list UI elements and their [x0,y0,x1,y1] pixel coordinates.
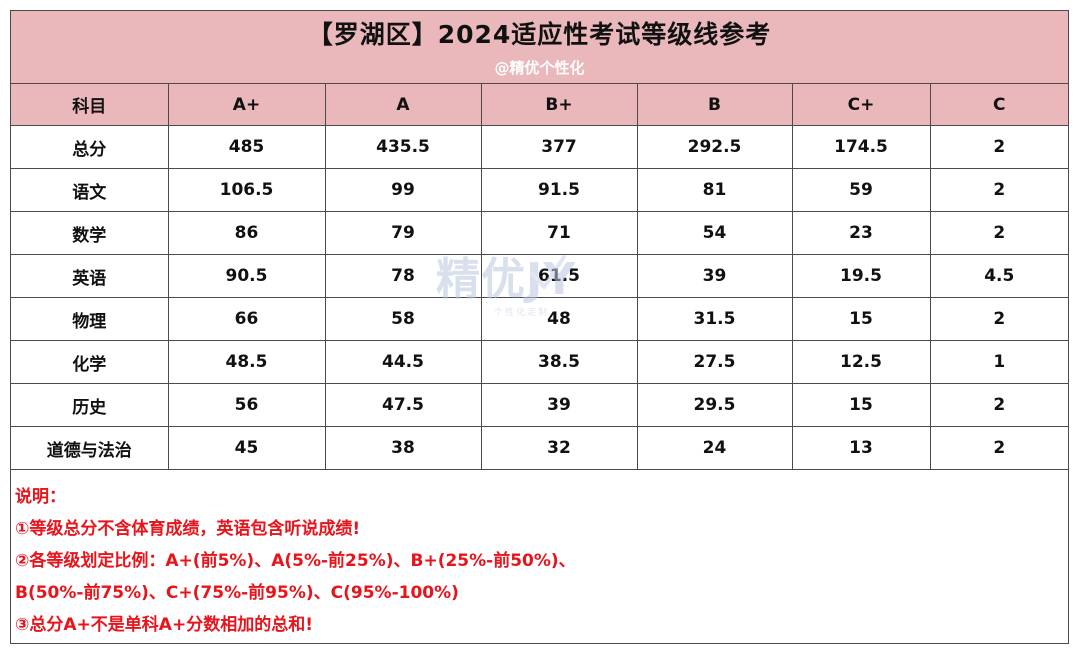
cell-c-plus: 13 [791,426,931,470]
column-header-b-plus: B+ [480,84,638,126]
cell-c: 2 [929,125,1068,169]
cell-b-plus: 71 [480,211,638,255]
row-subject: 数学 [11,211,169,255]
cell-c: 4.5 [929,254,1068,298]
row-subject: 总分 [11,125,169,169]
cell-c-plus: 174.5 [791,125,931,169]
cell-a: 44.5 [324,340,482,384]
cell-b: 31.5 [636,297,793,341]
cell-c-plus: 59 [791,168,931,212]
cell-a-plus: 86 [167,211,326,255]
column-header-subject: 科目 [11,84,169,126]
notes-heading: 说明： [15,487,66,507]
cell-c: 2 [929,426,1068,470]
cell-c: 2 [929,383,1068,427]
cell-a-plus: 485 [167,125,326,169]
cell-c-plus: 12.5 [791,340,931,384]
cell-b-plus: 377 [480,125,638,169]
cell-b-plus: 61.5 [480,254,638,298]
cell-b: 29.5 [636,383,793,427]
cell-b-plus: 32 [480,426,638,470]
cell-c: 1 [929,340,1068,384]
title-band: 【罗湖区】2024适应性考试等级线参考 @精优个性化 [11,11,1068,84]
cell-c-plus: 19.5 [791,254,931,298]
row-subject: 英语 [11,254,169,298]
grade-table: 科目 A+ A B+ B C+ C 总分 485 435.5 377 292.5… [11,84,1068,470]
cell-a-plus: 66 [167,297,326,341]
page-title: 【罗湖区】2024适应性考试等级线参考 [307,20,772,49]
column-header-a-plus: A+ [167,84,326,126]
cell-a: 58 [324,297,482,341]
column-header-a: A [324,84,482,126]
note-line: ①等级总分不含体育成绩，英语包含听说成绩! [15,519,361,539]
cell-a: 79 [324,211,482,255]
row-subject: 道德与法治 [11,426,169,470]
row-subject: 历史 [11,383,169,427]
cell-c: 2 [929,211,1068,255]
note-line: ③总分A+不是单科A+分数相加的总和! [15,615,313,635]
note-line: ②各等级划定比例：A+(前5%)、A(5%-前25%)、B+(25%-前50%)… [15,551,576,571]
cell-a-plus: 48.5 [167,340,326,384]
cell-a-plus: 106.5 [167,168,326,212]
column-header-c: C [929,84,1068,126]
cell-b: 24 [636,426,793,470]
column-header-b: B [636,84,793,126]
cell-a: 38 [324,426,482,470]
table-row: 数学 86 79 71 54 23 2 [11,211,1068,255]
cell-a-plus: 45 [167,426,326,470]
row-subject: 语文 [11,168,169,212]
table-row: 物理 66 58 48 31.5 15 2 [11,297,1068,341]
cell-c-plus: 15 [791,297,931,341]
cell-b-plus: 48 [480,297,638,341]
table-row: 英语 90.5 78 61.5 39 19.5 4.5 [11,254,1068,298]
cell-a-plus: 90.5 [167,254,326,298]
cell-b: 81 [636,168,793,212]
table-row: 道德与法治 45 38 32 24 13 2 [11,426,1068,470]
table-row: 化学 48.5 44.5 38.5 27.5 12.5 1 [11,340,1068,384]
cell-c: 2 [929,168,1068,212]
cell-b-plus: 39 [480,383,638,427]
grade-line-sheet: 【罗湖区】2024适应性考试等级线参考 @精优个性化 科目 A+ A B+ B … [10,10,1069,644]
column-header-c-plus: C+ [791,84,931,126]
table-header-row: 科目 A+ A B+ B C+ C [11,84,1068,126]
table-row: 历史 56 47.5 39 29.5 15 2 [11,383,1068,427]
row-subject: 化学 [11,340,169,384]
cell-c-plus: 23 [791,211,931,255]
cell-b: 39 [636,254,793,298]
cell-a: 435.5 [324,125,482,169]
cell-b: 54 [636,211,793,255]
row-subject: 物理 [11,297,169,341]
note-line: B(50%-前75%)、C+(75%-前95%)、C(95%-100%) [15,583,459,603]
cell-a-plus: 56 [167,383,326,427]
cell-b-plus: 91.5 [480,168,638,212]
cell-a: 47.5 [324,383,482,427]
table-row: 总分 485 435.5 377 292.5 174.5 2 [11,125,1068,169]
cell-b-plus: 38.5 [480,340,638,384]
page-subtitle: @精优个性化 [494,59,585,77]
cell-c-plus: 15 [791,383,931,427]
cell-a: 99 [324,168,482,212]
cell-c: 2 [929,297,1068,341]
cell-b: 292.5 [636,125,793,169]
notes-section: 说明： ①等级总分不含体育成绩，英语包含听说成绩! ②各等级划定比例：A+(前5… [15,481,1055,641]
table-row: 语文 106.5 99 91.5 81 59 2 [11,168,1068,212]
cell-b: 27.5 [636,340,793,384]
cell-a: 78 [324,254,482,298]
